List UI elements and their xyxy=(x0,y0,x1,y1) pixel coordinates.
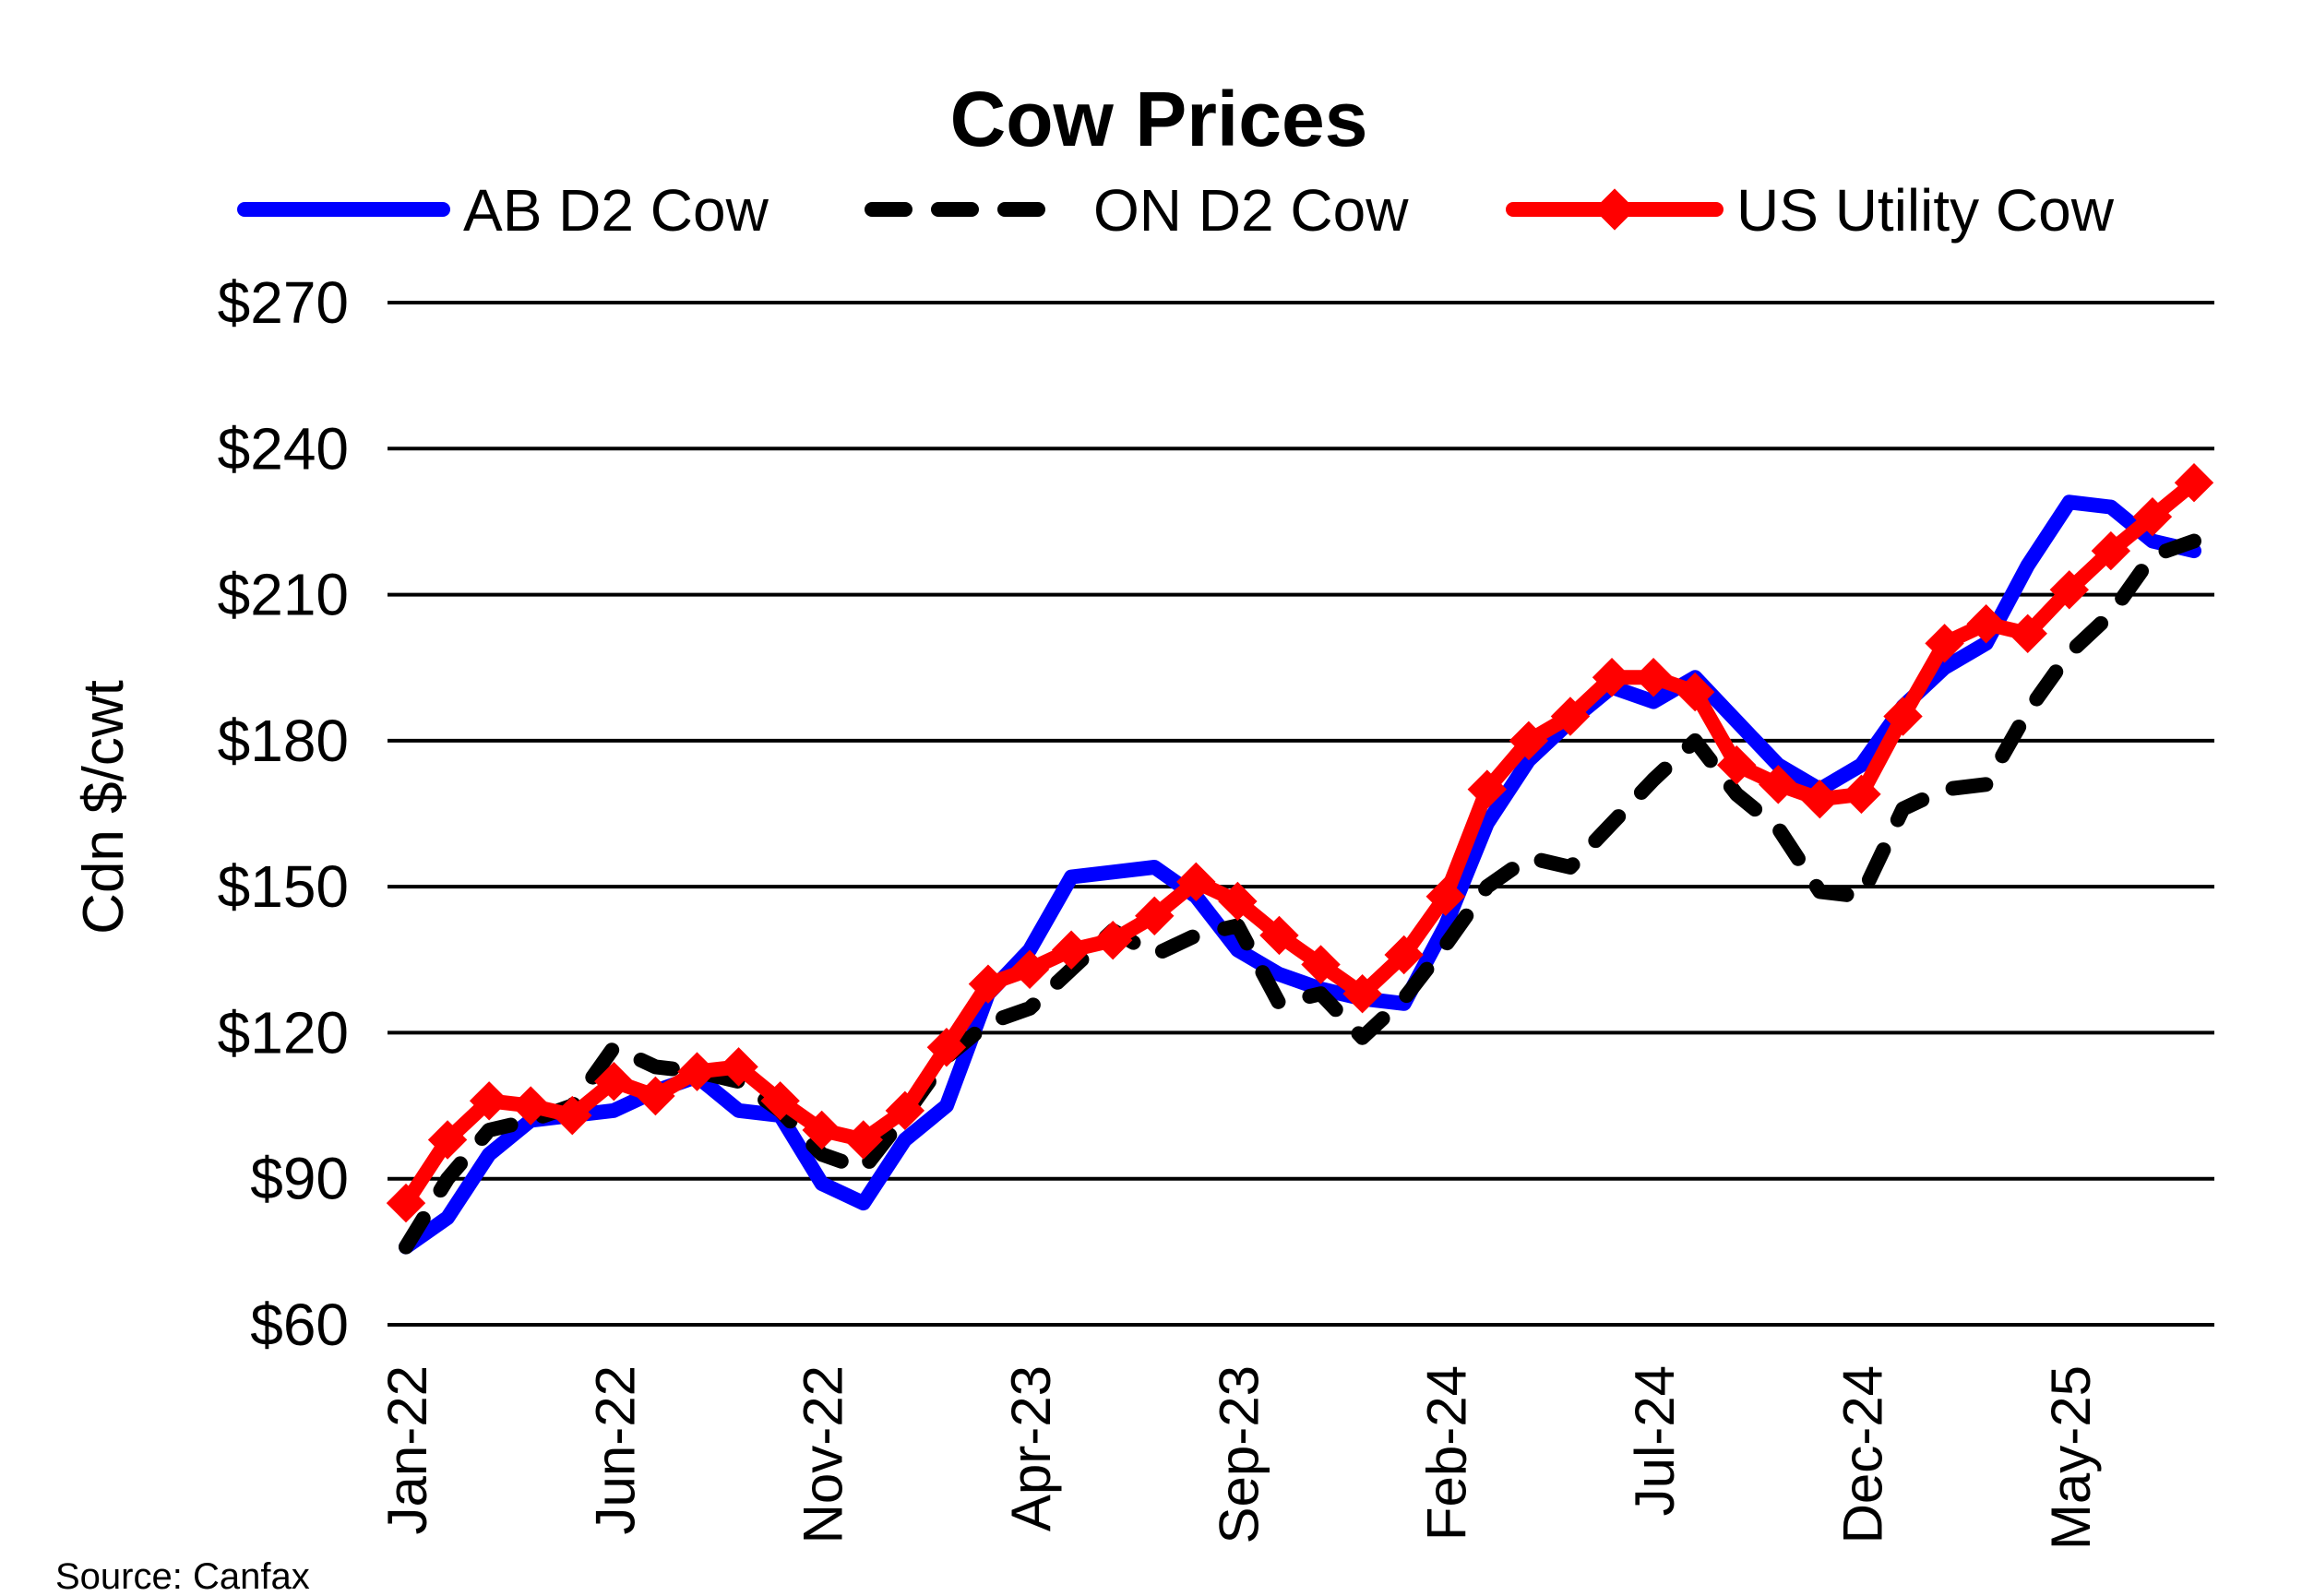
series-point-us-utility-cow xyxy=(1883,697,1923,736)
series-point-us-utility-cow xyxy=(1675,672,1715,712)
series-lines xyxy=(386,463,2214,1255)
chart-title: Cow Prices xyxy=(950,76,1368,162)
series-point-us-utility-cow xyxy=(427,1120,468,1160)
series-point-us-utility-cow xyxy=(1218,881,1258,922)
y-tick-label: $180 xyxy=(218,708,349,774)
series-point-us-utility-cow xyxy=(386,1183,426,1223)
series-point-us-utility-cow xyxy=(1842,774,1881,815)
series-line-us-utility-cow xyxy=(399,475,2201,1211)
y-axis-ticks: $60 $90 $120 $150 $180 $210 $240 $270 xyxy=(218,269,349,1358)
series-point-us-utility-cow xyxy=(1467,769,1508,809)
legend-swatch-us-utility-cow-marker xyxy=(1593,188,1636,231)
series-point-us-utility-cow xyxy=(1592,658,1632,697)
series-point-us-utility-cow xyxy=(885,1090,925,1131)
series-point-us-utility-cow xyxy=(1384,935,1424,975)
series-point-us-utility-cow xyxy=(1051,930,1091,970)
x-tick-label: Jun-22 xyxy=(584,1365,646,1534)
series-point-us-utility-cow xyxy=(1717,745,1757,785)
series-point-us-utility-cow xyxy=(1509,721,1549,761)
x-tick-label: Nov-22 xyxy=(793,1365,854,1543)
x-tick-label: Feb-24 xyxy=(1416,1365,1478,1541)
series-point-us-utility-cow xyxy=(1800,779,1840,819)
x-tick-label: May-25 xyxy=(2040,1365,2102,1550)
x-tick-label: Apr-23 xyxy=(1000,1365,1062,1531)
y-tick-label: $90 xyxy=(250,1146,349,1212)
series-point-us-utility-cow xyxy=(1342,974,1382,1014)
legend-label-us-utility-cow: US Utility Cow xyxy=(1736,177,2115,244)
series-point-us-utility-cow xyxy=(802,1110,841,1150)
series-point-us-utility-cow xyxy=(677,1052,717,1091)
series-point-us-utility-cow xyxy=(968,964,1008,1004)
series-point-us-utility-cow xyxy=(1759,765,1798,804)
series-line-on-d2-cow xyxy=(399,533,2201,1255)
legend-label-on-d2-cow: ON D2 Cow xyxy=(1093,177,1409,244)
y-tick-label: $210 xyxy=(218,562,349,628)
series-line-ab-d2-cow xyxy=(399,494,2201,1255)
series-point-us-utility-cow xyxy=(926,1028,967,1067)
series-point-us-utility-cow xyxy=(1176,862,1216,902)
series-point-us-utility-cow xyxy=(1009,949,1050,990)
series-point-us-utility-cow xyxy=(1633,658,1674,697)
series-point-us-utility-cow xyxy=(760,1081,800,1121)
legend: AB D2 Cow ON D2 Cow US Utility Cow xyxy=(237,177,2115,244)
series-point-us-utility-cow xyxy=(1425,876,1465,916)
x-tick-label: Sep-23 xyxy=(1208,1365,1270,1543)
legend-label-ab-d2-cow: AB D2 Cow xyxy=(463,177,769,244)
series-point-us-utility-cow xyxy=(1301,945,1341,984)
series-point-us-utility-cow xyxy=(553,1095,592,1136)
x-tick-label: Jul-24 xyxy=(1624,1365,1686,1516)
series-point-us-utility-cow xyxy=(510,1086,551,1126)
x-tick-label: Dec-24 xyxy=(1831,1365,1893,1543)
series-point-us-utility-cow xyxy=(1135,896,1175,936)
x-axis-ticks: Jan-22 Jun-22 Nov-22 Apr-23 Sep-23 Feb-24 Jul-… xyxy=(376,1365,2102,1550)
series-point-us-utility-cow xyxy=(719,1047,758,1087)
series-point-us-utility-cow xyxy=(843,1120,883,1160)
gridlines xyxy=(388,301,2214,1327)
y-tick-label: $150 xyxy=(218,853,349,920)
series-point-us-utility-cow xyxy=(469,1081,509,1121)
source-note: Source: Canfax xyxy=(55,1556,310,1596)
y-tick-label: $120 xyxy=(218,999,349,1066)
y-axis-label: Cdn $/cwt xyxy=(72,680,136,935)
series-point-us-utility-cow xyxy=(1550,697,1591,736)
series-point-us-utility-cow xyxy=(1259,915,1299,956)
y-tick-label: $270 xyxy=(218,269,349,336)
series-point-us-utility-cow xyxy=(594,1061,634,1102)
x-tick-label: Jan-22 xyxy=(376,1365,438,1534)
series-point-us-utility-cow xyxy=(636,1076,675,1116)
y-tick-label: $60 xyxy=(250,1292,349,1358)
series-point-us-utility-cow xyxy=(1092,920,1133,960)
y-tick-label: $240 xyxy=(218,415,349,482)
